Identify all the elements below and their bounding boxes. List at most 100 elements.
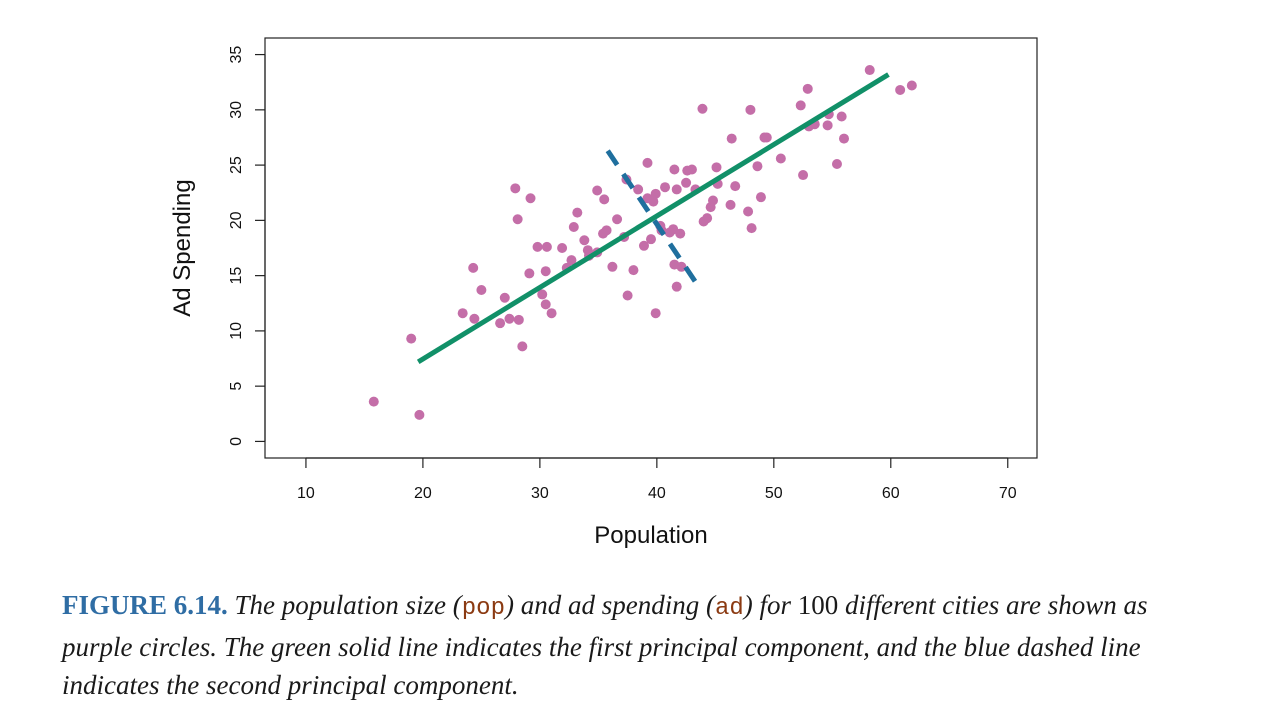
data-point bbox=[675, 228, 686, 239]
data-point bbox=[686, 164, 697, 175]
data-point bbox=[406, 333, 417, 344]
data-point bbox=[702, 213, 713, 224]
data-point bbox=[532, 241, 543, 252]
caption-text: The population size ( bbox=[227, 590, 462, 620]
data-point bbox=[671, 281, 682, 292]
data-point bbox=[707, 195, 718, 206]
data-point bbox=[633, 184, 644, 195]
first-principal-component-line bbox=[416, 72, 890, 364]
data-point bbox=[540, 266, 551, 277]
data-point bbox=[726, 133, 737, 144]
x-axis: 10 20 30 40 50 60 70 bbox=[297, 457, 1017, 502]
y-tick-label: 35 bbox=[228, 46, 245, 64]
data-point bbox=[638, 240, 649, 251]
data-point bbox=[499, 292, 510, 303]
data-point bbox=[711, 162, 722, 173]
data-point bbox=[669, 164, 680, 175]
data-point bbox=[906, 80, 917, 91]
data-point bbox=[743, 206, 754, 217]
x-tick-label: 20 bbox=[414, 485, 432, 502]
data-point bbox=[761, 132, 772, 143]
data-point bbox=[836, 111, 847, 122]
principal-component-lines bbox=[416, 72, 890, 364]
data-point bbox=[513, 314, 524, 325]
data-point bbox=[831, 159, 842, 169]
caption-text: ) and ad spending ( bbox=[504, 590, 715, 620]
data-point bbox=[468, 262, 479, 273]
data-point bbox=[676, 261, 687, 272]
y-tick-label: 30 bbox=[228, 101, 245, 119]
x-tick-label: 40 bbox=[648, 485, 666, 502]
y-tick-label: 10 bbox=[228, 322, 245, 340]
data-point bbox=[517, 341, 528, 352]
y-axis: 0 5 10 15 20 25 30 35 bbox=[228, 46, 266, 446]
x-tick-label: 50 bbox=[765, 485, 783, 502]
data-point bbox=[642, 157, 653, 168]
data-point bbox=[572, 207, 583, 218]
data-point bbox=[802, 83, 813, 94]
data-point bbox=[795, 100, 806, 111]
data-point bbox=[671, 184, 682, 195]
data-point bbox=[469, 313, 480, 324]
data-point bbox=[525, 193, 536, 204]
data-point bbox=[512, 214, 523, 225]
data-point bbox=[510, 183, 521, 194]
caption-text: ) for bbox=[743, 590, 798, 620]
data-point bbox=[579, 235, 590, 246]
scatter-chart: 10 20 30 40 50 60 70 0 5 10 15 20 25 30 35 Population… bbox=[169, 37, 1038, 549]
y-axis-title: Ad Spending bbox=[169, 179, 196, 316]
data-point bbox=[628, 265, 639, 276]
x-tick-label: 10 bbox=[297, 485, 315, 502]
data-point bbox=[557, 243, 568, 253]
data-point bbox=[752, 161, 763, 172]
caption-text: different cities are shown as purple cir… bbox=[62, 590, 1148, 700]
data-point bbox=[622, 290, 633, 301]
data-point bbox=[414, 409, 425, 420]
plot-frame bbox=[264, 37, 1038, 459]
data-point bbox=[697, 103, 708, 114]
data-point bbox=[601, 225, 612, 236]
data-point bbox=[540, 299, 551, 310]
caption-label: FIGURE 6.14. bbox=[62, 590, 228, 620]
data-point bbox=[650, 188, 661, 199]
data-point bbox=[568, 222, 579, 232]
caption-number: 100 bbox=[797, 590, 839, 620]
data-point bbox=[745, 104, 756, 115]
data-point bbox=[541, 241, 552, 252]
data-point bbox=[457, 308, 468, 319]
data-point bbox=[495, 318, 506, 329]
y-tick-label: 5 bbox=[228, 382, 245, 391]
data-point bbox=[592, 185, 603, 196]
data-point bbox=[839, 133, 849, 144]
data-point bbox=[864, 65, 875, 76]
data-point bbox=[537, 289, 548, 300]
x-tick-label: 70 bbox=[999, 485, 1017, 502]
x-tick-label: 60 bbox=[882, 485, 900, 502]
data-point bbox=[368, 396, 379, 407]
data-point bbox=[730, 181, 741, 192]
data-point bbox=[650, 308, 661, 319]
data-point bbox=[725, 199, 736, 210]
data-point bbox=[822, 120, 833, 131]
data-point bbox=[660, 182, 671, 193]
data-point bbox=[798, 170, 809, 181]
data-point bbox=[755, 192, 766, 203]
x-axis-title: Population bbox=[594, 522, 707, 549]
caption-code-ad: ad bbox=[714, 595, 744, 622]
data-point bbox=[648, 196, 659, 207]
data-point bbox=[681, 177, 692, 188]
figure-caption: FIGURE 6.14. The population size (pop) a… bbox=[62, 586, 1212, 704]
y-tick-label: 0 bbox=[228, 437, 245, 446]
data-point bbox=[746, 223, 757, 234]
y-tick-label: 25 bbox=[228, 156, 245, 174]
data-point bbox=[504, 313, 515, 324]
data-points bbox=[368, 65, 917, 420]
caption-code-pop: pop bbox=[461, 595, 505, 622]
data-point bbox=[895, 84, 906, 95]
data-point bbox=[607, 261, 618, 272]
data-point bbox=[524, 268, 535, 279]
y-tick-label: 20 bbox=[228, 211, 245, 229]
x-tick-label: 30 bbox=[531, 485, 549, 502]
data-point bbox=[646, 234, 656, 245]
